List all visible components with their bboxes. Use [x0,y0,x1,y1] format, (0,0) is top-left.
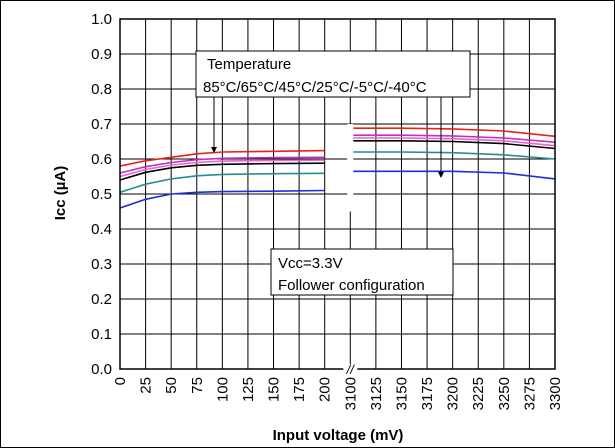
x-tick-label: 175 [291,377,308,402]
temperature-label-title: Temperature [207,56,291,73]
series-line-2-high-range [350,134,556,143]
y-tick-label: 0.4 [91,221,112,238]
series-layer [119,124,556,212]
x-tick-label: 150 [266,377,283,402]
y-tick-label: 0.7 [91,116,112,133]
temperature-label-values: 85°C/65°C/45°C/25°C/-5°C/-40°C [203,79,427,96]
series-line-6-high-range [350,170,556,180]
conditions-line-2: Follower configuration [278,277,425,294]
x-tick-label: 100 [214,377,231,402]
x-tick-label: 3250 [496,377,513,410]
x-tick-labels: 0 25 50 75 100 125 150 175 200 3100 3125 3150 3175 32… [112,377,564,410]
series-line-6-low-range [119,189,325,209]
series-line-5-low-range [119,172,325,194]
y-tick-label: 0.1 [91,326,112,343]
series-line-3-high-range [350,137,556,147]
plot-border [119,18,556,370]
axis-break-mark: // [343,362,358,377]
axis-break-symbol: // [346,362,356,377]
temperature-label-box [195,50,471,98]
x-tick-label: 75 [189,377,206,394]
x-tick-label: 3100 [342,377,359,410]
arrow-head [438,172,444,178]
series-line-2-low-range [119,156,325,174]
x-tick-label: 3175 [419,377,436,410]
conditions-box [270,248,454,296]
y-tick-label: 0.2 [91,291,112,308]
series-line-3-low-range [119,159,325,178]
axis-break-gap [347,124,354,212]
arrow-head [211,147,217,153]
y-axis-title: Icc (µA) [52,166,69,221]
y-tick-label: 0.9 [91,46,112,63]
x-tick-label: 3300 [547,377,564,410]
y-tick-label: 0.5 [91,186,112,203]
conditions-line-1: Vcc=3.3V [278,255,343,272]
x-tick-label: 3125 [368,377,385,410]
x-tick-label: 0 [112,377,129,385]
series-line-5-high-range [350,151,556,160]
y-tick-label: 0.8 [91,81,112,98]
x-tick-label: 3225 [470,377,487,410]
x-tick-label: 3150 [393,377,410,410]
x-tick-label: 50 [163,377,180,394]
series-line-1-high-range [350,127,556,138]
y-tick-labels: 0.0 0.1 0.2 0.3 0.4 0.5 0.6 0.7 0.8 0.9 1.0 [91,11,112,378]
x-tick-label: 25 [138,377,155,394]
series-line-1-low-range [119,149,325,167]
series-line-4-high-range [350,140,556,150]
y-tick-label: 1.0 [91,11,112,28]
axis-break-gap-axis [343,364,358,374]
y-tick-label: 0.6 [91,151,112,168]
y-tick-label: 0.0 [91,361,112,378]
annotation-arrows [211,97,444,178]
x-axis-title: Input voltage (mV) [273,427,404,444]
x-tick-label: 3200 [445,377,462,410]
x-tick-label: 125 [240,377,257,402]
y-tick-label: 0.3 [91,256,112,273]
x-tick-label: 3275 [521,377,538,410]
x-tick-label: 200 [317,377,334,402]
series-line-4-low-range [119,162,325,181]
